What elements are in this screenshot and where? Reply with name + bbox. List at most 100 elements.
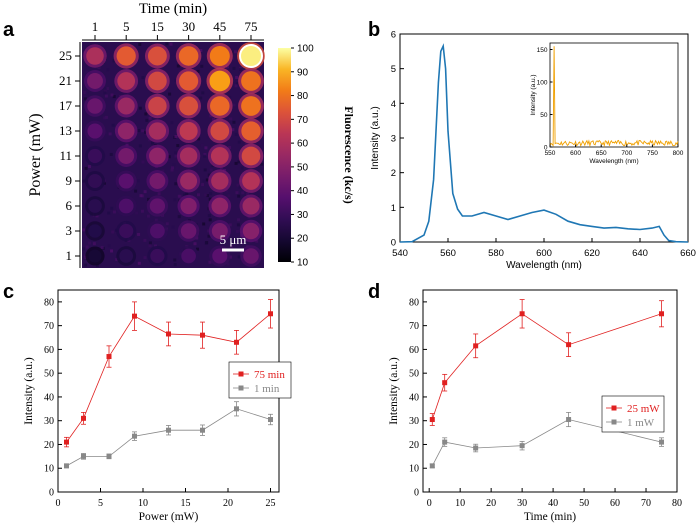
noise-pixel [85,245,89,249]
noise-pixel [240,166,244,170]
spot-r3-t75 [242,222,260,240]
spot-r3-t30 [180,223,197,239]
noise-pixel [143,238,147,242]
colorbar-title: Fluorescence (kc/s) [342,106,356,203]
noise-pixel [138,42,142,46]
inset-x-tick-label: 550 [545,150,556,157]
colorbar-tick-label: 10 [297,258,309,269]
noise-pixel [161,169,165,173]
noise-pixel [103,87,107,91]
panel-d-marker [442,439,448,445]
panel-d-legend-marker [611,405,617,411]
noise-pixel [239,67,243,71]
noise-pixel [107,244,111,248]
noise-pixel [95,264,99,268]
noise-pixel [174,182,178,186]
panel-c-series-line-0 [66,313,271,443]
noise-pixel [137,129,141,133]
noise-pixel [234,161,238,165]
noise-pixel [173,258,177,262]
panel-d-series-line-0 [431,313,662,420]
noise-pixel [244,143,248,147]
noise-pixel [206,135,210,139]
noise-pixel [143,256,147,260]
panel-d-y-tick-label: 0 [414,488,419,499]
spot-r25-t5 [116,46,136,66]
noise-pixel [206,229,210,233]
noise-pixel [236,223,240,227]
noise-pixel [212,117,216,121]
noise-pixel [171,52,175,56]
noise-pixel [176,64,180,68]
noise-pixel [103,88,107,92]
noise-pixel [126,91,130,95]
spot-r17-t5 [117,97,135,115]
colorbar-tick-label: 40 [297,186,309,197]
inset-y-tick-label: 0 [544,145,548,152]
noise-pixel [236,125,240,129]
spot-r1-t5 [119,249,134,263]
spot-r25-t75 [240,45,262,67]
noise-pixel [148,116,152,120]
noise-pixel [219,192,223,196]
noise-pixel [134,189,138,193]
panel-d-y-tick-label: 80 [409,297,419,308]
noise-pixel [145,118,149,122]
noise-pixel [232,120,236,124]
noise-pixel [104,115,108,119]
panel-c-series-line-1 [66,408,271,467]
spot-r11-t15 [149,147,166,165]
noise-pixel [174,151,178,155]
noise-pixel [234,132,238,136]
noise-pixel [226,262,230,266]
spot-r25-t15 [147,46,167,66]
noise-pixel [209,114,213,118]
noise-pixel [238,71,242,75]
noise-pixel [82,247,86,251]
panel-d-x-tick-label: 80 [672,498,682,509]
inset-y-axis-title: Intensity (a.u.) [530,74,537,115]
panel-c-legend-marker [238,371,244,377]
b-y-tick-label: 5 [391,64,396,75]
noise-pixel [204,193,208,197]
top-tick-label: 1 [92,19,99,34]
noise-pixel [143,190,147,194]
b-x-tick-label: 660 [680,248,696,259]
panel-c-marker [132,313,137,319]
noise-pixel [232,66,236,70]
panel-c-x-tick-label: 10 [138,498,148,509]
colorbar [278,48,291,262]
panel-d-y-tick-label: 50 [409,369,419,380]
b-x-tick-label: 620 [584,248,600,259]
noise-pixel [137,232,141,236]
noise-pixel [88,164,92,168]
noise-pixel [135,211,139,215]
noise-pixel [185,192,189,196]
inset-x-tick-label: 600 [570,150,581,157]
panel-d-x-tick-label: 40 [548,498,558,509]
noise-pixel [177,215,181,219]
top-tick-label: 75 [245,19,258,34]
noise-pixel [112,210,116,214]
noise-pixel [246,192,250,196]
noise-pixel [207,214,211,218]
panel-c-legend-frame [228,361,292,399]
panel-d-marker [519,443,525,449]
spot-r17-t1 [87,98,103,114]
spot-r1-t75 [243,248,259,264]
noise-pixel [136,179,140,183]
spot-r21-t15 [148,71,167,91]
spot-r13-t15 [148,122,167,140]
spot-r13-t1 [87,123,103,139]
spot-r9-t75 [242,172,260,190]
noise-pixel [205,194,209,198]
panel-d-legend-label: 25 mW [627,403,660,415]
spot-r9-t1 [88,174,102,188]
noise-pixel [174,154,178,158]
spot-r25-t30 [178,46,199,66]
noise-pixel [148,241,152,245]
spot-r6-t5 [118,198,134,214]
noise-pixel [141,194,145,198]
noise-pixel [112,59,116,63]
noise-pixel [232,103,236,107]
